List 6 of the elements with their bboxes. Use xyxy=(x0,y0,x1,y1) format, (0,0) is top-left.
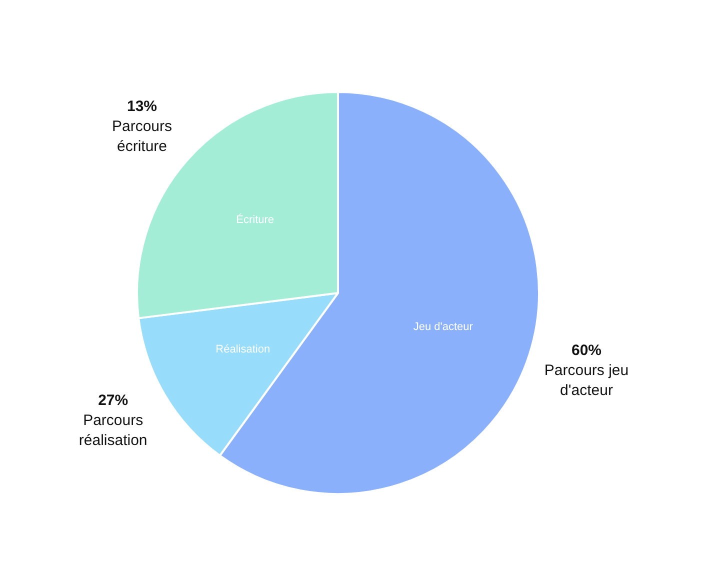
slice-label: Écriture xyxy=(236,212,274,226)
text: 27% Parcours réalisation xyxy=(78,392,148,450)
text: 60% Parcours jeu d'acteur xyxy=(544,342,629,399)
slice-label: Réalisation xyxy=(216,343,270,356)
text: 13% Parcours écriture xyxy=(112,98,172,155)
slice-label: Jeu d'acteur xyxy=(413,321,474,334)
